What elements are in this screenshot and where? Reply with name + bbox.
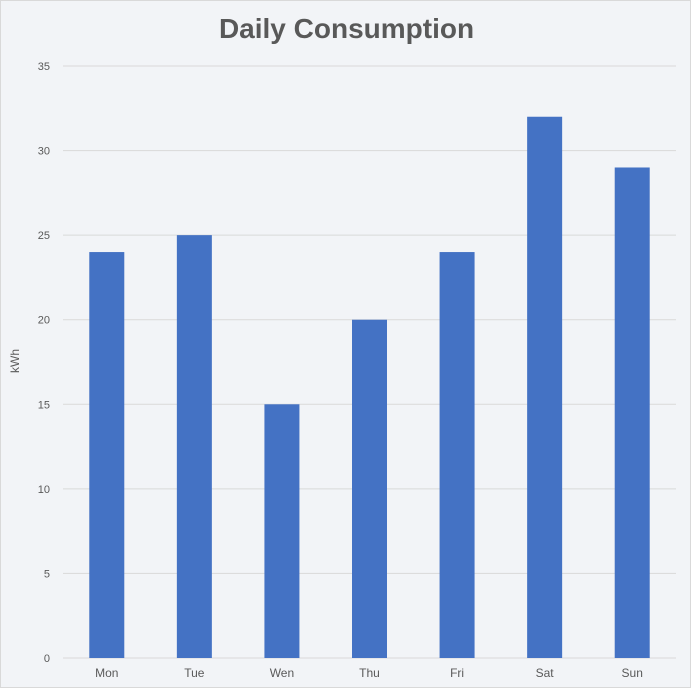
bar-tue	[176, 235, 212, 658]
x-tick-label: Mon	[95, 666, 118, 680]
x-tick-label: Fri	[450, 666, 464, 680]
y-tick-label: 0	[44, 653, 50, 665]
x-tick-label: Sun	[622, 666, 643, 680]
bar-mon	[89, 252, 125, 659]
x-tick-label: Sat	[536, 666, 555, 680]
bar-sat	[527, 116, 563, 658]
x-tick-label: Wen	[270, 666, 294, 680]
y-tick-label: 25	[38, 230, 50, 242]
y-tick-label: 30	[38, 146, 50, 158]
x-tick-label: Tue	[184, 666, 205, 680]
x-tick-label: Thu	[359, 666, 380, 680]
x-tick-labels: Mon Tue Wen Thu Fri Sat Sun	[95, 666, 643, 680]
bar-wen	[264, 404, 300, 658]
bar-thu	[352, 319, 387, 658]
bar-sun	[614, 167, 650, 658]
y-tick-label: 15	[38, 399, 50, 411]
bar-fri	[439, 252, 475, 659]
bars	[89, 116, 650, 659]
y-tick-label: 10	[38, 484, 50, 496]
y-tick-label: 5	[44, 568, 50, 580]
y-tick-labels: 0 5 10 15 20 25 30 35	[38, 61, 50, 665]
y-tick-label: 35	[38, 61, 50, 73]
y-tick-label: 20	[38, 315, 50, 327]
chart-title: Daily Consumption	[218, 13, 475, 44]
